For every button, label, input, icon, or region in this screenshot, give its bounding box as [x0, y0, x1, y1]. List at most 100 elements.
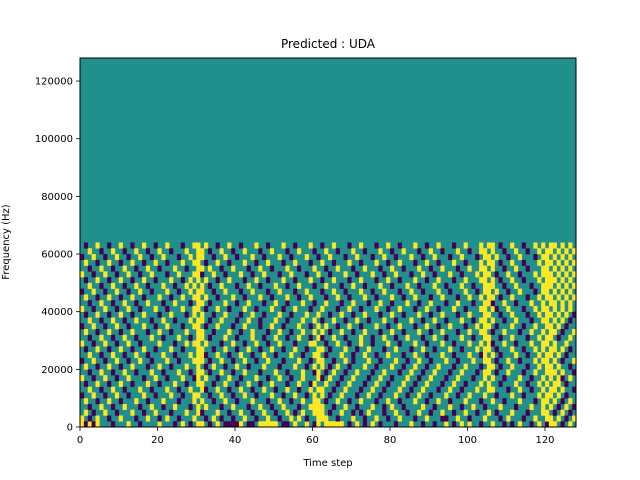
heatmap-cell [440, 415, 445, 422]
heatmap-cell [161, 317, 166, 324]
heatmap-cell [180, 305, 185, 312]
heatmap-cell [486, 288, 492, 295]
heatmap-cell [498, 415, 503, 422]
heatmap-cell [560, 357, 565, 364]
heatmap-cell [533, 346, 538, 353]
heatmap-cell [335, 421, 340, 428]
heatmap-cell [114, 271, 120, 278]
heatmap-cell [91, 340, 96, 347]
heatmap-cell [122, 334, 127, 341]
heatmap-cell [192, 271, 197, 278]
heatmap-cell [316, 398, 321, 405]
heatmap-cell [428, 375, 433, 382]
heatmap-cell [331, 403, 337, 411]
heatmap-cell [432, 403, 437, 411]
heatmap-cell [374, 398, 379, 405]
heatmap-cell [149, 288, 154, 295]
heatmap-cell [312, 248, 317, 255]
heatmap-cell [111, 317, 116, 324]
heatmap-cell [370, 403, 375, 411]
heatmap-cell [91, 375, 96, 382]
heatmap-cell [316, 334, 321, 341]
heatmap-cell [362, 328, 368, 336]
heatmap-cell [397, 386, 402, 393]
heatmap-cell [262, 271, 267, 278]
heatmap-cell [254, 259, 259, 266]
heatmap-cell [459, 386, 464, 393]
heatmap-cell [308, 242, 313, 249]
heatmap-cell [176, 369, 182, 376]
heatmap-cell [242, 305, 247, 312]
heatmap-cell [142, 311, 147, 318]
heatmap-cell [362, 311, 368, 318]
heatmap-cell [370, 421, 375, 428]
heatmap-cell [246, 317, 251, 324]
heatmap-cell [219, 369, 224, 376]
heatmap-cell [386, 340, 391, 347]
heatmap-cell [568, 409, 573, 416]
heatmap-cell [238, 242, 244, 249]
heatmap-cell [502, 317, 507, 324]
heatmap-cell [149, 254, 154, 261]
heatmap-cell [293, 409, 298, 416]
heatmap-cell [479, 248, 484, 255]
heatmap-cell [463, 242, 468, 249]
heatmap-cell [483, 311, 488, 318]
heatmap-cell [142, 277, 147, 284]
heatmap-cell [126, 340, 131, 347]
heatmap-cell [529, 403, 534, 411]
heatmap-cell [238, 328, 244, 336]
heatmap-cell [235, 346, 240, 353]
heatmap-cell [331, 386, 337, 393]
heatmap-cell [556, 334, 561, 341]
heatmap-cell [87, 386, 92, 393]
heatmap-cell [200, 386, 205, 393]
heatmap-cell [173, 265, 178, 272]
heatmap-cell [87, 282, 92, 289]
heatmap-cell [142, 242, 147, 249]
heatmap-cell [343, 334, 348, 341]
heatmap-cell [173, 421, 178, 428]
heatmap-cell [246, 346, 251, 353]
heatmap-cell [246, 421, 251, 428]
heatmap-cell [269, 248, 275, 255]
heatmap-cell [521, 277, 526, 284]
heatmap-cell [405, 282, 410, 289]
heatmap-cell [424, 380, 430, 387]
heatmap-cell [118, 259, 123, 266]
heatmap-cell [281, 421, 286, 428]
heatmap-cell [285, 386, 290, 393]
heatmap-cell [490, 398, 495, 405]
heatmap-cell [424, 340, 430, 347]
heatmap-cell [273, 352, 278, 359]
heatmap-cell [483, 352, 488, 359]
heatmap-cell [207, 300, 213, 307]
heatmap-cell [467, 311, 472, 318]
heatmap-cell [316, 346, 321, 353]
heatmap-cell [483, 328, 488, 336]
heatmap-cell [254, 277, 259, 284]
heatmap-cell [200, 421, 205, 428]
heatmap-cell [204, 340, 209, 347]
heatmap-cell [560, 409, 565, 416]
heatmap-cell [498, 259, 503, 266]
heatmap-cell [533, 242, 538, 249]
heatmap-cell [486, 380, 492, 387]
heatmap-cell [134, 398, 139, 405]
heatmap-cell [455, 392, 461, 399]
heatmap-cell [502, 398, 507, 405]
heatmap-cell [393, 409, 399, 416]
heatmap-cell [459, 282, 464, 289]
heatmap-cell [161, 254, 166, 261]
heatmap-cell [428, 265, 433, 272]
heatmap-cell [486, 311, 492, 318]
heatmap-cell [223, 300, 228, 307]
heatmap-cell [227, 409, 232, 416]
heatmap-cell [351, 409, 356, 416]
heatmap-cell [277, 328, 282, 336]
heatmap-cell [297, 334, 302, 341]
heatmap-cell [390, 403, 395, 411]
heatmap-cell [548, 294, 554, 301]
heatmap-cell [432, 334, 437, 341]
heatmap-cell [215, 294, 220, 301]
